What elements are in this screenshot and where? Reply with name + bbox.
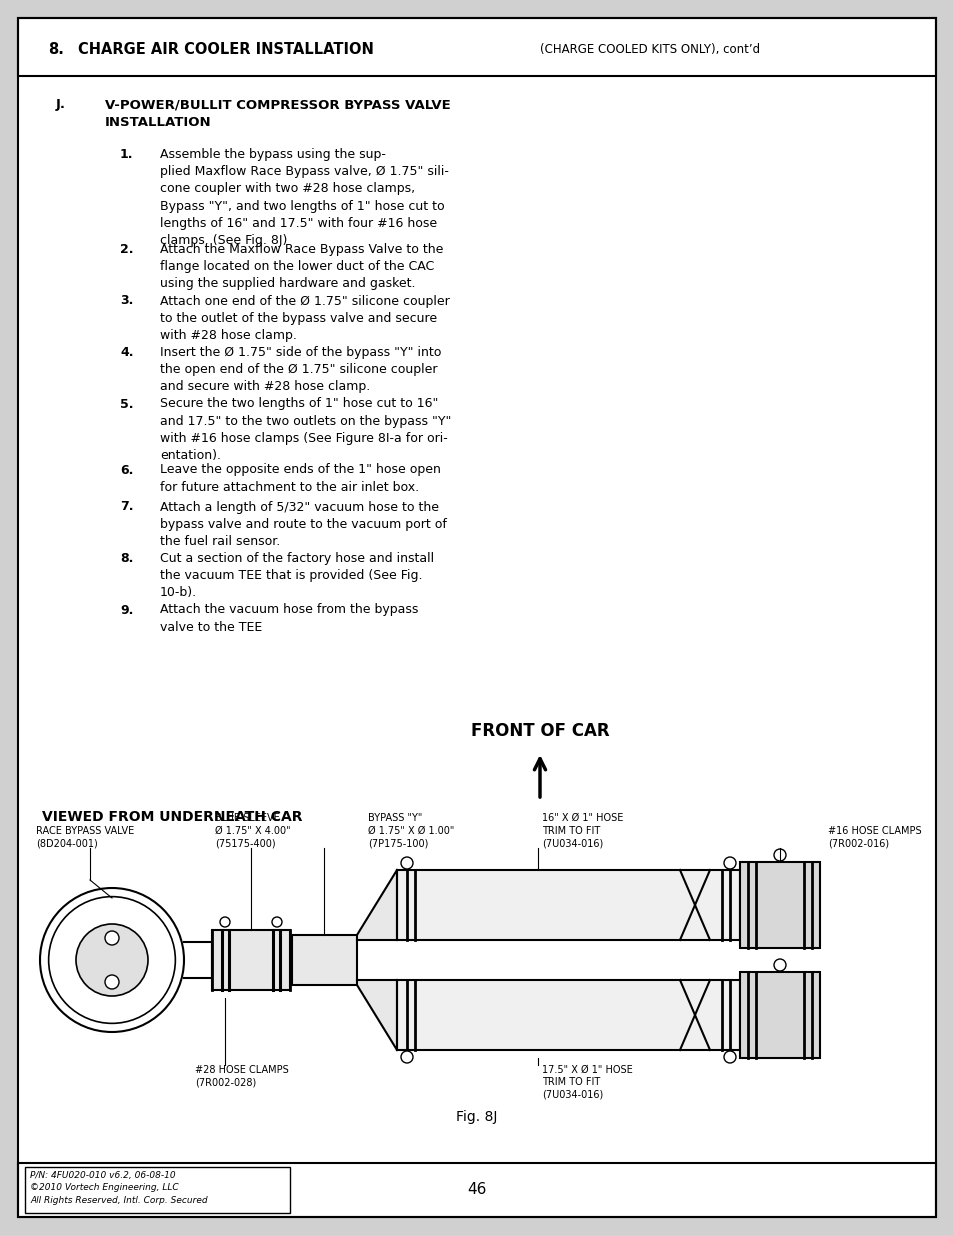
Text: Secure the two lengths of 1" hose cut to 16"
and 17.5" to the two outlets on the: Secure the two lengths of 1" hose cut to… <box>160 398 451 462</box>
Text: 9.: 9. <box>120 604 133 616</box>
Text: (CHARGE COOLED KITS ONLY), cont’d: (CHARGE COOLED KITS ONLY), cont’d <box>539 43 760 57</box>
Text: Insert the Ø 1.75" side of the bypass "Y" into
the open end of the Ø 1.75" silic: Insert the Ø 1.75" side of the bypass "Y… <box>160 346 441 394</box>
Bar <box>18 19 935 77</box>
Text: FRONT OF CAR: FRONT OF CAR <box>470 722 609 740</box>
Text: J.: J. <box>56 98 66 111</box>
Text: 1.: 1. <box>120 148 133 161</box>
Circle shape <box>272 918 282 927</box>
Text: CHARGE AIR COOLER INSTALLATION: CHARGE AIR COOLER INSTALLATION <box>78 42 374 58</box>
Text: Fig. 8J: Fig. 8J <box>456 1110 497 1124</box>
Text: 46: 46 <box>467 1182 486 1198</box>
Text: Attach a length of 5/32" vacuum hose to the
bypass valve and route to the vacuum: Attach a length of 5/32" vacuum hose to … <box>160 500 446 548</box>
Text: 7.: 7. <box>120 500 133 514</box>
Text: Attach one end of the Ø 1.75" silicone coupler
to the outlet of the bypass valve: Attach one end of the Ø 1.75" silicone c… <box>160 294 449 342</box>
Bar <box>212 930 290 990</box>
Bar <box>25 1167 290 1213</box>
Polygon shape <box>356 869 396 940</box>
Circle shape <box>105 974 119 989</box>
Text: 3.: 3. <box>120 294 133 308</box>
Circle shape <box>723 1051 735 1063</box>
Text: 17.5" X Ø 1" HOSE
TRIM TO FIT
(7U034-016): 17.5" X Ø 1" HOSE TRIM TO FIT (7U034-016… <box>541 1065 632 1100</box>
Text: Attach the vacuum hose from the bypass
valve to the TEE: Attach the vacuum hose from the bypass v… <box>160 604 418 634</box>
Circle shape <box>773 960 785 971</box>
Bar <box>292 935 356 986</box>
Circle shape <box>49 897 175 1024</box>
Text: V-POWER/BULLIT COMPRESSOR BYPASS VALVE
INSTALLATION: V-POWER/BULLIT COMPRESSOR BYPASS VALVE I… <box>105 98 450 128</box>
Text: VIEWED FROM UNDERNEATH CAR: VIEWED FROM UNDERNEATH CAR <box>42 810 302 824</box>
Text: 8.: 8. <box>48 42 64 58</box>
Bar <box>396 981 740 1050</box>
Circle shape <box>723 857 735 869</box>
Text: 8.: 8. <box>120 552 133 564</box>
Text: BYPASS "Y"
Ø 1.75" X Ø 1.00"
(7P175-100): BYPASS "Y" Ø 1.75" X Ø 1.00" (7P175-100) <box>368 813 454 848</box>
Bar <box>18 1163 935 1216</box>
Circle shape <box>220 918 230 927</box>
Text: 2.: 2. <box>120 243 133 256</box>
Circle shape <box>40 888 184 1032</box>
Circle shape <box>76 924 148 995</box>
Text: 6.: 6. <box>120 463 133 477</box>
Text: #28 HOSE CLAMPS
(7R002-028): #28 HOSE CLAMPS (7R002-028) <box>194 1065 289 1087</box>
Text: #16 HOSE CLAMPS
(7R002-016): #16 HOSE CLAMPS (7R002-016) <box>827 826 921 848</box>
Circle shape <box>400 1051 413 1063</box>
Text: Attach the Maxflow Race Bypass Valve to the
flange located on the lower duct of : Attach the Maxflow Race Bypass Valve to … <box>160 243 443 290</box>
Bar <box>740 972 820 1058</box>
Text: P/N: 4FU020-010 v6.2, 06-08-10
©2010 Vortech Engineering, LLC
All Rights Reserve: P/N: 4FU020-010 v6.2, 06-08-10 ©2010 Vor… <box>30 1171 208 1205</box>
Circle shape <box>105 931 119 945</box>
Bar <box>396 869 740 940</box>
Circle shape <box>400 857 413 869</box>
Text: Cut a section of the factory hose and install
the vacuum TEE that is provided (S: Cut a section of the factory hose and in… <box>160 552 434 599</box>
Text: 16" X Ø 1" HOSE
TRIM TO FIT
(7U034-016): 16" X Ø 1" HOSE TRIM TO FIT (7U034-016) <box>541 813 622 848</box>
Text: Leave the opposite ends of the 1" hose open
for future attachment to the air inl: Leave the opposite ends of the 1" hose o… <box>160 463 440 494</box>
Text: Assemble the bypass using the sup-
plied Maxflow Race Bypass valve, Ø 1.75" sili: Assemble the bypass using the sup- plied… <box>160 148 449 247</box>
Circle shape <box>773 848 785 861</box>
Text: 4.: 4. <box>120 346 133 359</box>
Bar <box>740 862 820 948</box>
Text: 5.: 5. <box>120 398 133 410</box>
Polygon shape <box>356 981 396 1050</box>
Text: BLUE SLEEVE
Ø 1.75" X 4.00"
(75175-400): BLUE SLEEVE Ø 1.75" X 4.00" (75175-400) <box>214 813 291 848</box>
Text: RACE BYPASS VALVE
(8D204-001): RACE BYPASS VALVE (8D204-001) <box>36 826 134 848</box>
